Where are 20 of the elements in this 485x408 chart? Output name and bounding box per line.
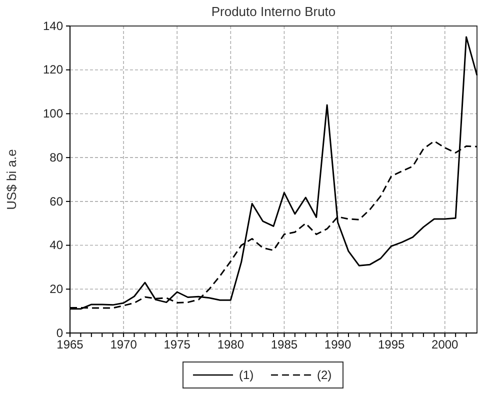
x-tick-label: 1965: [56, 338, 84, 352]
legend-label: (1): [239, 368, 254, 382]
x-tick-label: 2000: [432, 338, 459, 352]
x-tick-label: 1980: [217, 338, 244, 352]
x-tick-label: 1985: [270, 338, 298, 352]
legend-label: (2): [317, 368, 332, 382]
x-tick-label: 1975: [164, 338, 191, 352]
x-tick-label: 1995: [378, 338, 405, 352]
y-axis-title: US$ bi a.e: [4, 149, 19, 210]
x-tick-label: 1990: [324, 338, 352, 352]
y-tick-label: 100: [42, 106, 64, 121]
y-tick-label: 0: [56, 326, 64, 340]
y-tick-label: 80: [50, 150, 64, 164]
x-tick-label: 1970: [110, 338, 138, 352]
y-tick-label: 20: [50, 282, 64, 296]
y-tick-label: 120: [42, 62, 64, 77]
y-tick-label: 40: [50, 238, 64, 252]
y-tick-label: 140: [42, 18, 64, 33]
y-tick-label: 60: [50, 194, 64, 208]
chart-title: Produto Interno Bruto: [211, 4, 336, 19]
